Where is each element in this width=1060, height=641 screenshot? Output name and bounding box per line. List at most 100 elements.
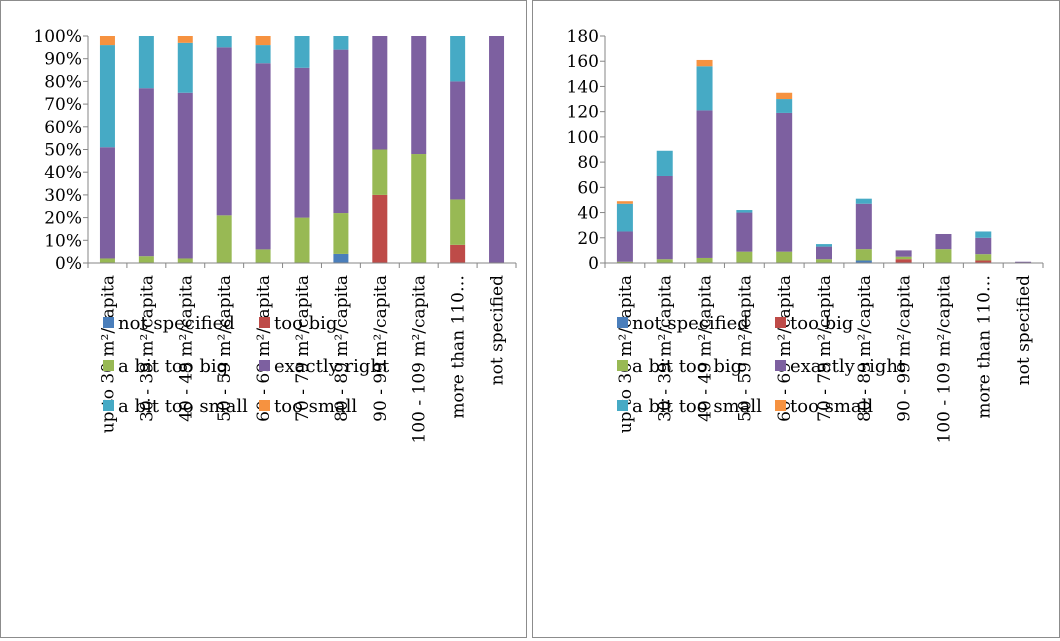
bar-segment-too-small	[99, 36, 115, 46]
x-tick-label: more than 110…	[974, 275, 994, 419]
legend-swatch-a-bit-too-big	[103, 360, 114, 371]
bar-segment-exactly-right	[216, 47, 232, 216]
y-tick-label: 80%	[44, 72, 82, 92]
x-tick-label: 100 - 109 m²/capita	[410, 275, 430, 443]
x-tick-label: 80 - 89 m²/capita	[332, 275, 352, 422]
bar-segment-exactly-right	[975, 237, 992, 255]
bar-segment-exactly-right	[656, 175, 673, 260]
bar-segment-a-bit-too-small	[216, 36, 232, 48]
bar-segment-a-bit-too-small	[138, 36, 154, 89]
bar-segment-too-small	[696, 59, 713, 67]
bar-segment-a-bit-too-big	[294, 217, 310, 263]
legend-label-exactly-right: exactly right	[790, 356, 906, 377]
y-tick-label: 100	[567, 128, 599, 148]
bar-segment-a-bit-too-small	[975, 231, 992, 238]
legend-label-too-big: too big	[790, 313, 853, 334]
bar-segment-a-bit-too-big	[616, 261, 633, 263]
y-tick-label: 160	[567, 52, 599, 72]
y-tick-label: 100%	[33, 27, 82, 47]
legend-swatch-exactly-right	[775, 360, 786, 371]
bar-segment-too-small	[616, 201, 633, 204]
bar-segment-not-specified	[333, 253, 349, 263]
legend-swatch-not-specified	[103, 317, 114, 328]
bar-segment-exactly-right	[736, 212, 753, 252]
stacked-count-chart: 0 20 40 60 80 100 120 140 160 180 up to 30 m²/capi…	[567, 27, 1044, 443]
bar-segment-exactly-right	[99, 147, 115, 259]
legend-swatch-too-small	[259, 400, 270, 411]
bar-segment-a-bit-too-big	[656, 259, 673, 263]
bar-segment-exactly-right	[1015, 261, 1032, 263]
legend-swatch-a-bit-too-small	[617, 400, 628, 411]
legend-swatch-too-big	[775, 317, 786, 328]
bar-segment-exactly-right	[177, 92, 193, 259]
legend-label-a-bit-too-small: a bit too small	[632, 396, 762, 417]
bar-segment-exactly-right	[138, 88, 154, 257]
bar-segment-a-bit-too-big	[372, 149, 388, 195]
legend-label-a-bit-too-big: a bit too big	[632, 356, 742, 377]
bar-segment-a-bit-too-big	[855, 249, 872, 261]
legend-label-too-big: too big	[274, 313, 337, 334]
bar-segment-a-bit-too-small	[177, 42, 193, 93]
x-tick-label: 70 - 79 m²/capita	[815, 275, 835, 422]
y-tick-label: 180	[567, 27, 599, 47]
legend-swatch-exactly-right	[259, 360, 270, 371]
y-tick-label: 70%	[44, 95, 82, 115]
legend-label-a-bit-too-big: a bit too big	[118, 356, 228, 377]
bar-segment-a-bit-too-small	[450, 36, 466, 82]
x-tick-label: 80 - 89 m²/capita	[855, 275, 875, 422]
bar-segment-a-bit-too-big	[411, 154, 427, 263]
y-tick-label: 0%	[55, 254, 82, 274]
bar-segment-exactly-right	[935, 233, 952, 250]
bar-segment-a-bit-too-big	[736, 251, 753, 263]
bar-segment-a-bit-too-big	[99, 258, 115, 263]
bar-segment-a-bit-too-big	[696, 257, 713, 263]
legend-swatch-a-bit-too-big	[617, 360, 628, 371]
bar-segment-a-bit-too-small	[255, 45, 271, 64]
bar-segment-exactly-right	[895, 250, 912, 257]
x-tick-label: 70 - 79 m²/capita	[293, 275, 313, 422]
bar-segment-exactly-right	[450, 81, 466, 200]
bar-segment-a-bit-too-small	[855, 198, 872, 204]
y-tick-label: 40	[577, 204, 599, 224]
y-tick-label: 140	[567, 77, 599, 97]
bar-segment-exactly-right	[372, 36, 388, 150]
x-tick-label: 40 - 49 m²/capita	[696, 275, 716, 422]
legend-swatch-not-specified	[617, 317, 628, 328]
bar-segment-a-bit-too-small	[99, 45, 115, 148]
x-tick-label: up to 30 m²/capita	[616, 275, 636, 433]
bar-segment-a-bit-too-big	[216, 215, 232, 263]
bar-segment-a-bit-too-small	[816, 244, 832, 247]
legend-label-too-small: too small	[274, 396, 357, 417]
bar-segment-a-bit-too-small	[656, 150, 673, 176]
y-tick-label: 10%	[44, 231, 82, 251]
bar-segment-a-bit-too-big	[776, 251, 793, 263]
bar-segment-exactly-right	[489, 36, 505, 263]
y-tick-label: 20%	[44, 209, 82, 229]
legend-label-a-bit-too-small: a bit too small	[118, 396, 248, 417]
chart-panel-count: 0 20 40 60 80 100 120 140 160 180 up to 30 m²/capi…	[532, 0, 1060, 638]
x-tick-label: 30 - 39 m²/capita	[656, 275, 676, 422]
bar-segment-exactly-right	[816, 246, 832, 260]
bar-segment-exactly-right	[776, 112, 793, 252]
x-tick-label: 60 - 69 m²/capita	[775, 275, 795, 422]
bar-segment-too-big	[895, 259, 912, 263]
x-tick-label: 90 - 99 m²/capita	[895, 275, 915, 422]
bar-segment-a-bit-too-small	[776, 99, 793, 113]
bar-segment-too-small	[177, 36, 193, 43]
bar-segment-a-bit-too-big	[975, 254, 992, 261]
x-tick-label: 90 - 99 m²/capita	[371, 275, 391, 422]
legend-label-not-specified: not specified	[118, 313, 235, 334]
y-tick-label: 90%	[44, 50, 82, 70]
bar-segment-a-bit-too-small	[616, 203, 633, 232]
y-tick-label: 60%	[44, 118, 82, 138]
legend-label-too-small: too small	[790, 396, 873, 417]
bar-segment-exactly-right	[696, 110, 713, 258]
bar-segment-a-bit-too-big	[895, 256, 912, 260]
bar-segment-a-bit-too-small	[333, 36, 349, 50]
legend-swatch-too-big	[259, 317, 270, 328]
y-tick-label: 40%	[44, 163, 82, 183]
legend-label-exactly-right: exactly right	[274, 356, 390, 377]
chart-panel-percent: 0% 10% 20% 30% 40% 50% 60% 70% 80% 90% 100% up to 3…	[0, 0, 527, 638]
bar-segment-a-bit-too-big	[816, 259, 832, 263]
legend-label-not-specified: not specified	[632, 313, 749, 334]
